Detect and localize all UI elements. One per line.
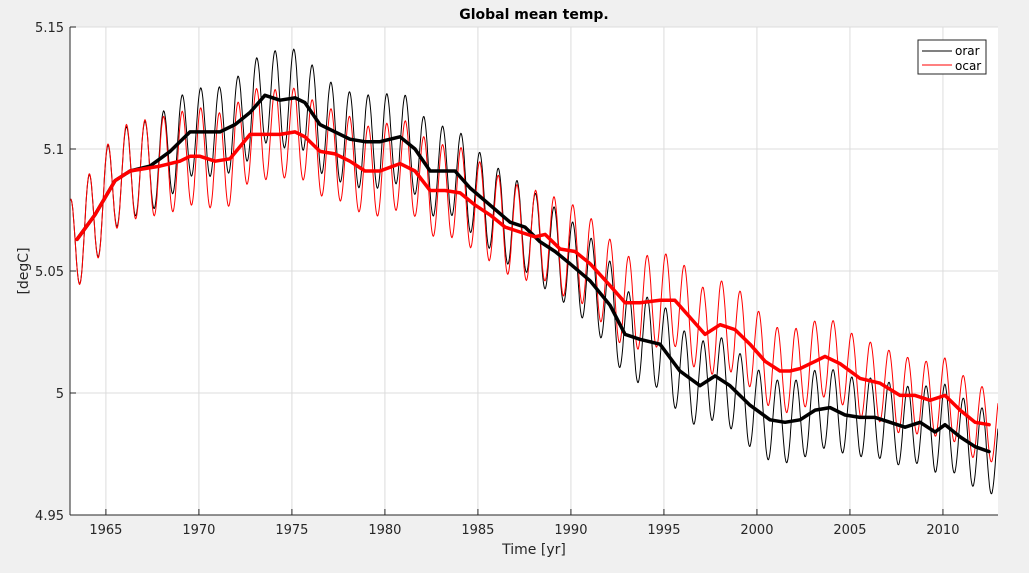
x-tick-label: 1990 — [554, 523, 587, 538]
y-axis-ticks: 4.95 5 5.05 5.1 5.15 — [35, 21, 76, 524]
y-tick-label: 5.1 — [43, 143, 64, 158]
x-tick-label: 2005 — [833, 523, 866, 538]
legend-box — [917, 39, 987, 75]
series-lines — [70, 48, 998, 495]
x-axis-ticks: 1965 1970 1975 1980 1985 1990 1995 2000 2005 2010 — [89, 509, 959, 538]
x-tick-label: 1985 — [461, 523, 494, 538]
legend: orar ocar — [917, 39, 987, 75]
legend-label-orar: orar — [955, 44, 980, 58]
x-tick-label: 1975 — [275, 523, 308, 538]
x-tick-label: 2000 — [740, 523, 773, 538]
x-tick-label: 2010 — [926, 523, 959, 538]
x-tick-label: 1965 — [89, 523, 122, 538]
x-tick-label: 1980 — [368, 523, 401, 538]
x-axis-label: Time [yr] — [501, 542, 566, 558]
y-axis-label: [degC] — [16, 247, 32, 294]
x-tick-label: 1995 — [647, 523, 680, 538]
x-tick-label: 1970 — [182, 523, 215, 538]
y-tick-label: 5.05 — [35, 265, 64, 280]
chart-title: Global mean temp. — [459, 7, 609, 23]
y-tick-label: 5.15 — [35, 21, 64, 36]
series-ocar-smoothed — [75, 130, 991, 427]
series-ocar-monthly — [70, 87, 998, 463]
y-tick-label: 5 — [56, 387, 64, 402]
legend-label-ocar: ocar — [955, 59, 981, 73]
y-tick-label: 4.95 — [35, 509, 64, 524]
